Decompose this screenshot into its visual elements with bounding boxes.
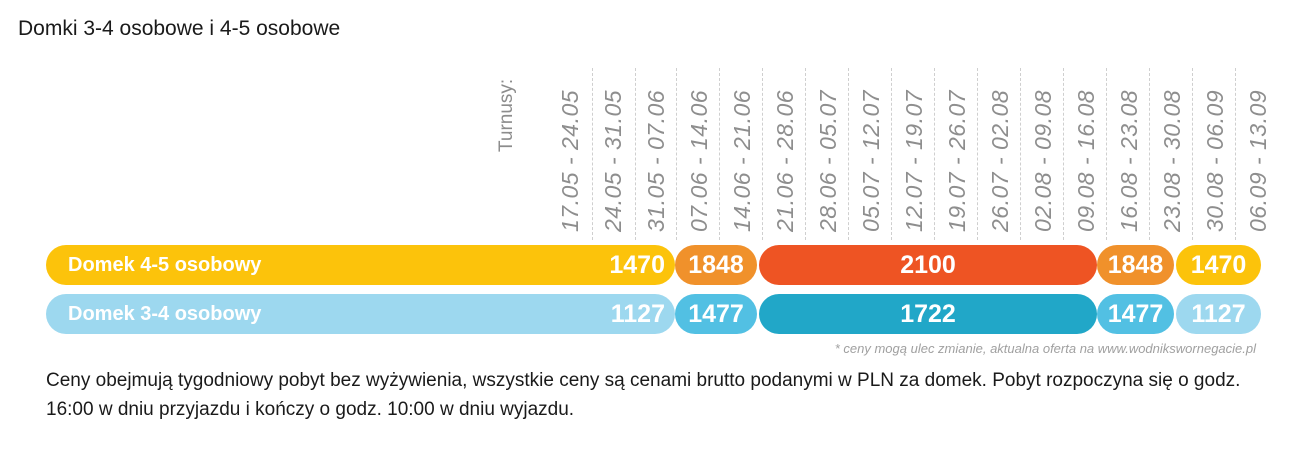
gridline [1192,68,1193,240]
row-4-5-segment-4: 1848 [1097,245,1174,285]
pricing-description: Ceny obejmują tygodniowy pobyt bez wyżyw… [46,370,1241,420]
gridline [891,68,892,240]
turnusy-label-text: Turnusy: [496,78,517,152]
row-3-4-segment-3: 1722 [759,294,1097,334]
price-value: 1848 [1107,250,1164,279]
row-label-4-5: Domek 4-5 osobowy [68,253,262,276]
price-value: 1470 [609,250,665,279]
gridline [848,68,849,240]
row-4-5-segment-1: Domek 4-5 osobowy 1470 [46,245,675,285]
row-label-3-4: Domek 3-4 osobowy [68,302,262,325]
gridline [592,68,593,240]
price-value: 1722 [900,299,956,328]
row-3-4-segment-1: Domek 3-4 osobowy 1127 [46,294,675,334]
gridline [1235,68,1236,240]
price-value: 1477 [688,299,744,328]
row-4-5-segment-5: 1470 [1176,245,1261,285]
price-value: 1848 [688,250,744,279]
gridline [635,68,636,240]
page-title: Domki 3-4 osobowe i 4-5 osobowe [18,17,341,40]
price-value: 1127 [1191,299,1246,328]
row-3-4-segment-4: 1477 [1097,294,1174,334]
row-3-4-segment-2: 1477 [675,294,757,334]
gridline [934,68,935,240]
gridline [676,68,677,240]
price-disclaimer: * ceny mogą ulec zmianie, aktualna ofert… [834,341,1256,356]
gridline [977,68,978,240]
gridline [1106,68,1107,240]
price-value: 2100 [900,250,956,279]
gridline [719,68,720,240]
row-3-4-segment-5: 1127 [1176,294,1261,334]
gridline [1149,68,1150,240]
gridline [1063,68,1064,240]
price-value: 1470 [1190,250,1247,279]
price-value: 1477 [1107,299,1164,328]
price-value: 1127 [610,299,665,328]
row-4-5-segment-2: 1848 [675,245,757,285]
gridline [1020,68,1021,240]
gridline [805,68,806,240]
gridline [762,68,763,240]
row-4-5-segment-3: 2100 [759,245,1097,285]
